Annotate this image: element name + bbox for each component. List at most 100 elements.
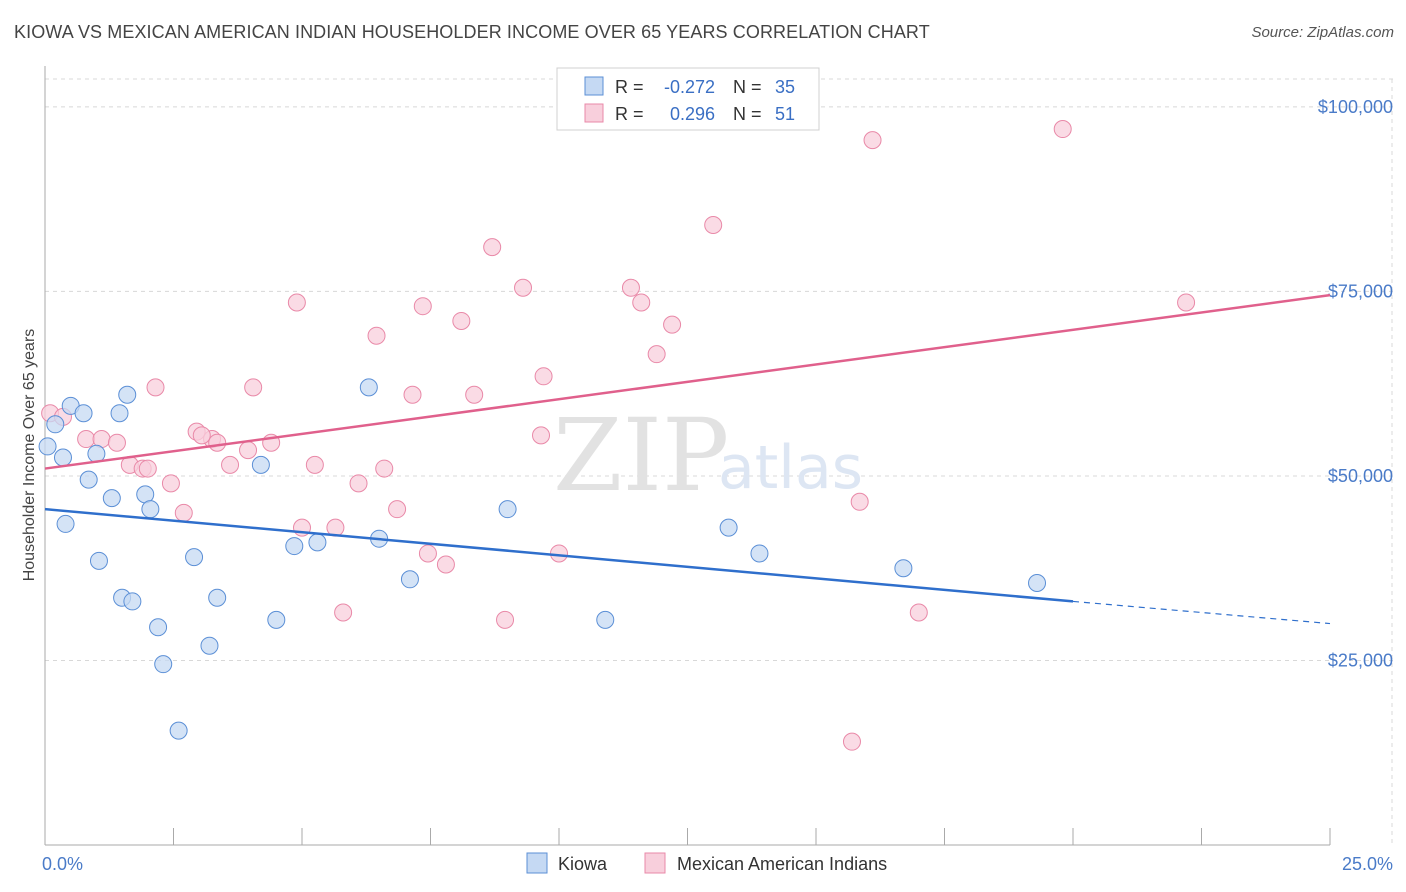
point-kiowa-0 bbox=[38, 437, 57, 456]
chart-title: KIOWA VS MEXICAN AMERICAN INDIAN HOUSEHO… bbox=[14, 22, 930, 42]
point-mexican-46 bbox=[909, 603, 928, 622]
point-kiowa-17 bbox=[169, 721, 188, 740]
point-kiowa-27 bbox=[400, 570, 419, 589]
point-mexican-21 bbox=[334, 603, 353, 622]
point-mexican-40 bbox=[647, 345, 666, 364]
legend-r-label-kiowa: R = bbox=[615, 77, 644, 97]
watermark-zip: ZIP bbox=[553, 397, 729, 514]
point-mexican-32 bbox=[483, 238, 502, 257]
point-kiowa-7 bbox=[89, 551, 108, 570]
point-mexican-12 bbox=[208, 433, 227, 452]
y-tick-labels: $25,000 $50,000 $75,000 $100,000 bbox=[1318, 97, 1393, 671]
point-mexican-29 bbox=[436, 555, 455, 574]
point-kiowa-4 bbox=[74, 404, 93, 423]
trend-line-mexican bbox=[44, 293, 1331, 470]
point-mexican-27 bbox=[413, 297, 432, 316]
point-mexican-44 bbox=[850, 492, 869, 511]
point-kiowa-30 bbox=[719, 518, 738, 537]
point-mexican-37 bbox=[550, 544, 568, 563]
point-mexican-25 bbox=[388, 500, 407, 519]
point-kiowa-12 bbox=[123, 592, 142, 611]
point-kiowa-34 bbox=[56, 514, 75, 533]
point-mexican-24 bbox=[375, 459, 394, 478]
point-mexican-31 bbox=[465, 385, 484, 404]
legend-bottom-swatch-kiowa bbox=[526, 852, 548, 874]
point-mexican-14 bbox=[239, 441, 258, 460]
legend-n-value-kiowa: 35 bbox=[775, 77, 795, 97]
point-mexican-2 bbox=[77, 430, 96, 449]
legend-bottom-swatch-mexican bbox=[644, 852, 666, 874]
point-mexican-39 bbox=[632, 293, 651, 312]
point-kiowa-22 bbox=[267, 610, 286, 629]
legend-n-label-kiowa: N = bbox=[733, 77, 762, 97]
trend-line-kiowa bbox=[44, 507, 1074, 603]
point-kiowa-2 bbox=[53, 448, 72, 467]
point-kiowa-5 bbox=[79, 470, 98, 489]
point-kiowa-18 bbox=[185, 548, 204, 567]
source-label: Source: ZipAtlas.com bbox=[1251, 24, 1394, 41]
y-tick-label-50000: $50,000 bbox=[1328, 466, 1393, 486]
y-tick-label-75000: $75,000 bbox=[1328, 281, 1393, 301]
legend-bottom-label-kiowa: Kiowa bbox=[558, 854, 608, 874]
point-mexican-7 bbox=[146, 378, 165, 397]
point-mexican-42 bbox=[704, 216, 723, 234]
point-kiowa-14 bbox=[141, 500, 160, 519]
point-mexican-22 bbox=[349, 474, 368, 493]
point-kiowa-15 bbox=[149, 618, 168, 637]
point-mexican-38 bbox=[621, 278, 640, 297]
point-mexican-45 bbox=[863, 131, 882, 150]
trend-lines bbox=[44, 293, 1331, 625]
point-mexican-33 bbox=[496, 610, 515, 629]
y-axis-label: Householder Income Over 65 years bbox=[21, 329, 38, 582]
point-mexican-34 bbox=[514, 278, 533, 297]
axes bbox=[44, 66, 1331, 846]
point-kiowa-20 bbox=[208, 588, 227, 607]
point-mexican-4 bbox=[107, 433, 126, 452]
x-tick-label-max: 25.0% bbox=[1342, 854, 1393, 874]
point-mexican-19 bbox=[305, 455, 324, 474]
point-kiowa-21 bbox=[251, 455, 270, 474]
y-tick-label-25000: $25,000 bbox=[1328, 650, 1393, 670]
point-mexican-49 bbox=[192, 426, 211, 445]
legend-n-value-mexican: 51 bbox=[775, 104, 795, 124]
legend-r-value-mexican: 0.296 bbox=[670, 104, 715, 124]
point-kiowa-8 bbox=[102, 489, 121, 508]
point-mexican-48 bbox=[1177, 293, 1196, 312]
point-mexican-23 bbox=[367, 326, 386, 345]
point-mexican-30 bbox=[452, 311, 471, 330]
series-kiowa bbox=[38, 378, 1047, 740]
point-mexican-17 bbox=[287, 293, 306, 312]
point-mexican-50 bbox=[138, 459, 157, 478]
point-mexican-13 bbox=[221, 455, 240, 474]
legend-bottom: Kiowa Mexican American Indians bbox=[526, 852, 887, 874]
point-mexican-35 bbox=[532, 426, 551, 445]
point-kiowa-19 bbox=[200, 636, 219, 655]
point-kiowa-9 bbox=[110, 404, 129, 423]
point-kiowa-16 bbox=[154, 655, 173, 674]
point-mexican-43 bbox=[842, 732, 861, 751]
point-mexican-41 bbox=[663, 315, 682, 334]
point-kiowa-33 bbox=[1028, 573, 1047, 592]
point-kiowa-25 bbox=[359, 378, 378, 397]
point-mexican-8 bbox=[161, 474, 180, 493]
x-tick-label-min: 0.0% bbox=[42, 854, 83, 874]
point-kiowa-23 bbox=[285, 537, 304, 556]
y-tick-label-100000: $100,000 bbox=[1318, 97, 1393, 117]
point-kiowa-29 bbox=[596, 610, 615, 629]
point-mexican-47 bbox=[1053, 120, 1072, 139]
point-kiowa-32 bbox=[894, 559, 913, 578]
point-mexican-36 bbox=[534, 367, 553, 386]
x-tick-labels: 0.0% 25.0% bbox=[42, 854, 1393, 874]
point-kiowa-28 bbox=[498, 500, 517, 519]
legend-top: R = -0.272 N = 35 R = 0.296 N = 51 bbox=[556, 67, 820, 131]
point-kiowa-11 bbox=[118, 385, 137, 404]
point-mexican-15 bbox=[244, 378, 263, 397]
legend-swatch-kiowa bbox=[584, 76, 604, 96]
point-mexican-26 bbox=[403, 385, 422, 404]
point-kiowa-24 bbox=[308, 533, 327, 552]
point-mexican-28 bbox=[418, 544, 437, 563]
legend-r-label-mexican: R = bbox=[615, 104, 644, 124]
legend-bottom-label-mexican: Mexican American Indians bbox=[677, 854, 887, 874]
point-kiowa-31 bbox=[750, 544, 769, 563]
